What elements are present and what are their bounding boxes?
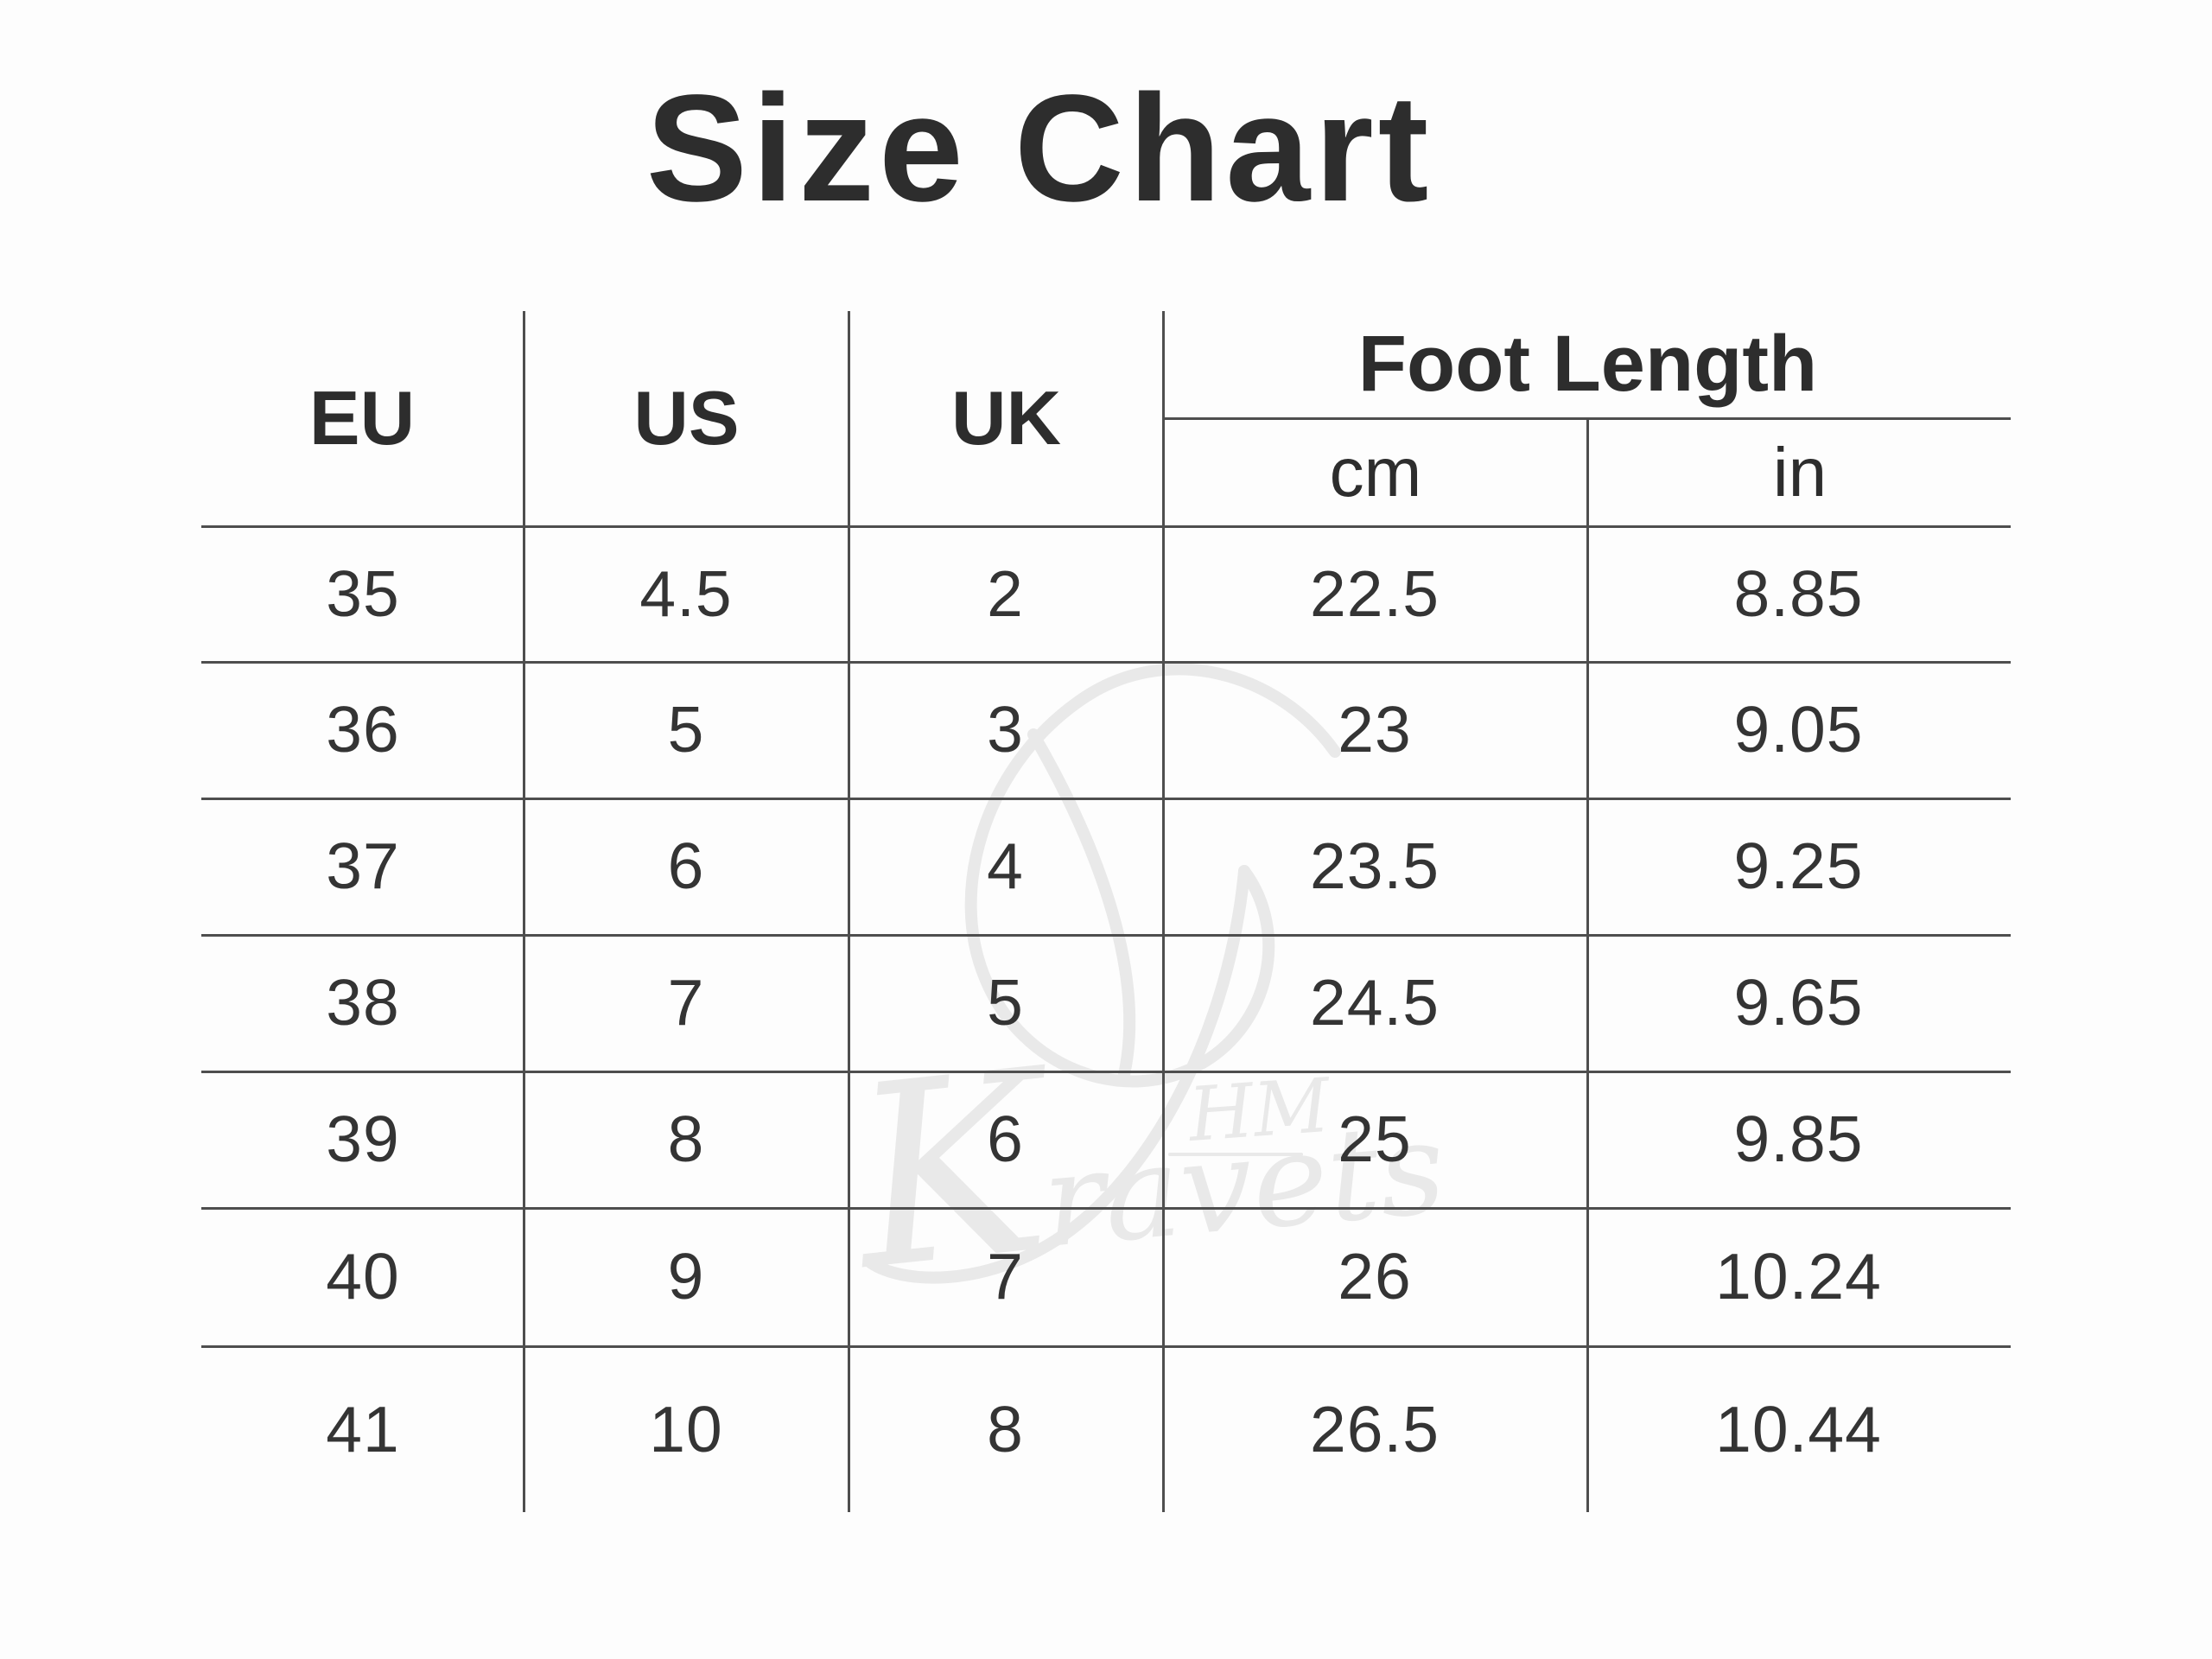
cell-in: 9.65 [1733, 966, 1864, 1039]
cell-cm: 26.5 [1310, 1392, 1440, 1465]
column-header-us: US [633, 375, 740, 461]
grid-line-header-bottom [201, 525, 2011, 528]
table-row: 41 10 8 26.5 10.44 [201, 1345, 2011, 1512]
column-header-foot-length: Foot Length [1357, 320, 1818, 408]
cell-cm: 25 [1338, 1103, 1412, 1175]
cell-in: 9.05 [1733, 693, 1864, 766]
column-header-in: in [1772, 434, 1827, 511]
column-header-eu: EU [308, 375, 416, 461]
grid-line-vertical-cm-in [1586, 417, 1589, 1512]
cell-eu: 36 [326, 693, 400, 766]
cell-cm: 23.5 [1310, 830, 1440, 902]
watermark-name: ravets [1037, 1093, 1451, 1276]
cell-in: 9.85 [1733, 1103, 1864, 1175]
page-title: Size Chart [645, 64, 1433, 233]
cell-uk: 4 [987, 830, 1024, 902]
cell-cm: 23 [1338, 693, 1412, 766]
cell-eu: 38 [326, 966, 400, 1039]
cell-uk: 6 [987, 1103, 1024, 1175]
cell-in: 8.85 [1733, 556, 1864, 630]
cell-eu: 41 [326, 1392, 400, 1465]
grid-line-row-2 [201, 798, 2011, 800]
cell-us: 7 [667, 966, 705, 1039]
cell-uk: 8 [987, 1392, 1024, 1465]
cell-cm: 22.5 [1310, 556, 1440, 630]
cell-uk: 3 [987, 693, 1024, 766]
cell-uk: 2 [987, 556, 1024, 630]
cell-eu: 40 [326, 1240, 400, 1313]
grid-line-row-5 [201, 1207, 2011, 1210]
cell-us: 8 [667, 1103, 705, 1175]
grid-line-vertical-uk-cm [1162, 311, 1165, 1512]
grid-line-row-4 [201, 1071, 2011, 1073]
table-row: 38 7 5 24.5 9.65 [201, 934, 2011, 1071]
signature-flourish-s-icon [863, 663, 1341, 1284]
table-row: 40 9 7 26 10.24 [201, 1207, 2011, 1345]
column-header-uk: UK [950, 375, 1062, 461]
cell-us: 6 [667, 830, 705, 902]
cell-us: 10 [649, 1392, 723, 1465]
cell-eu: 37 [326, 830, 400, 902]
cell-cm: 24.5 [1310, 966, 1440, 1039]
cell-uk: 5 [987, 966, 1024, 1039]
cell-eu: 39 [326, 1103, 400, 1175]
table-row: 36 5 3 23 9.05 [201, 661, 2011, 798]
cell-cm: 26 [1338, 1240, 1412, 1313]
size-table: EU US UK Foot Length cm in 35 4.5 2 22.5… [201, 311, 2011, 1512]
grid-line-vertical-us-uk [848, 311, 850, 1512]
column-header-cm: cm [1329, 434, 1422, 511]
cell-in: 10.44 [1715, 1392, 1882, 1465]
grid-line-row-6 [201, 1345, 2011, 1348]
grid-line-row-3 [201, 934, 2011, 937]
cell-us: 5 [667, 693, 705, 766]
watermark-name-capital: K [837, 1015, 1071, 1326]
cell-us: 4.5 [639, 556, 733, 630]
cell-us: 9 [667, 1240, 705, 1313]
cell-uk: 7 [987, 1240, 1024, 1313]
cell-in: 9.25 [1733, 830, 1864, 902]
table-row: 37 6 4 23.5 9.25 [201, 798, 2011, 934]
table-row: 35 4.5 2 22.5 8.85 [201, 525, 2011, 661]
watermark-initials: HM [1184, 1063, 1334, 1159]
grid-line-row-1 [201, 661, 2011, 664]
cell-eu: 35 [326, 556, 400, 630]
grid-line-vertical-eu-us [523, 311, 525, 1512]
cell-in: 10.24 [1715, 1240, 1882, 1313]
table-row: 39 8 6 25 9.85 [201, 1071, 2011, 1207]
grid-line-foot-length-underline [1162, 417, 2011, 420]
watermark-underline [1168, 1153, 1303, 1156]
